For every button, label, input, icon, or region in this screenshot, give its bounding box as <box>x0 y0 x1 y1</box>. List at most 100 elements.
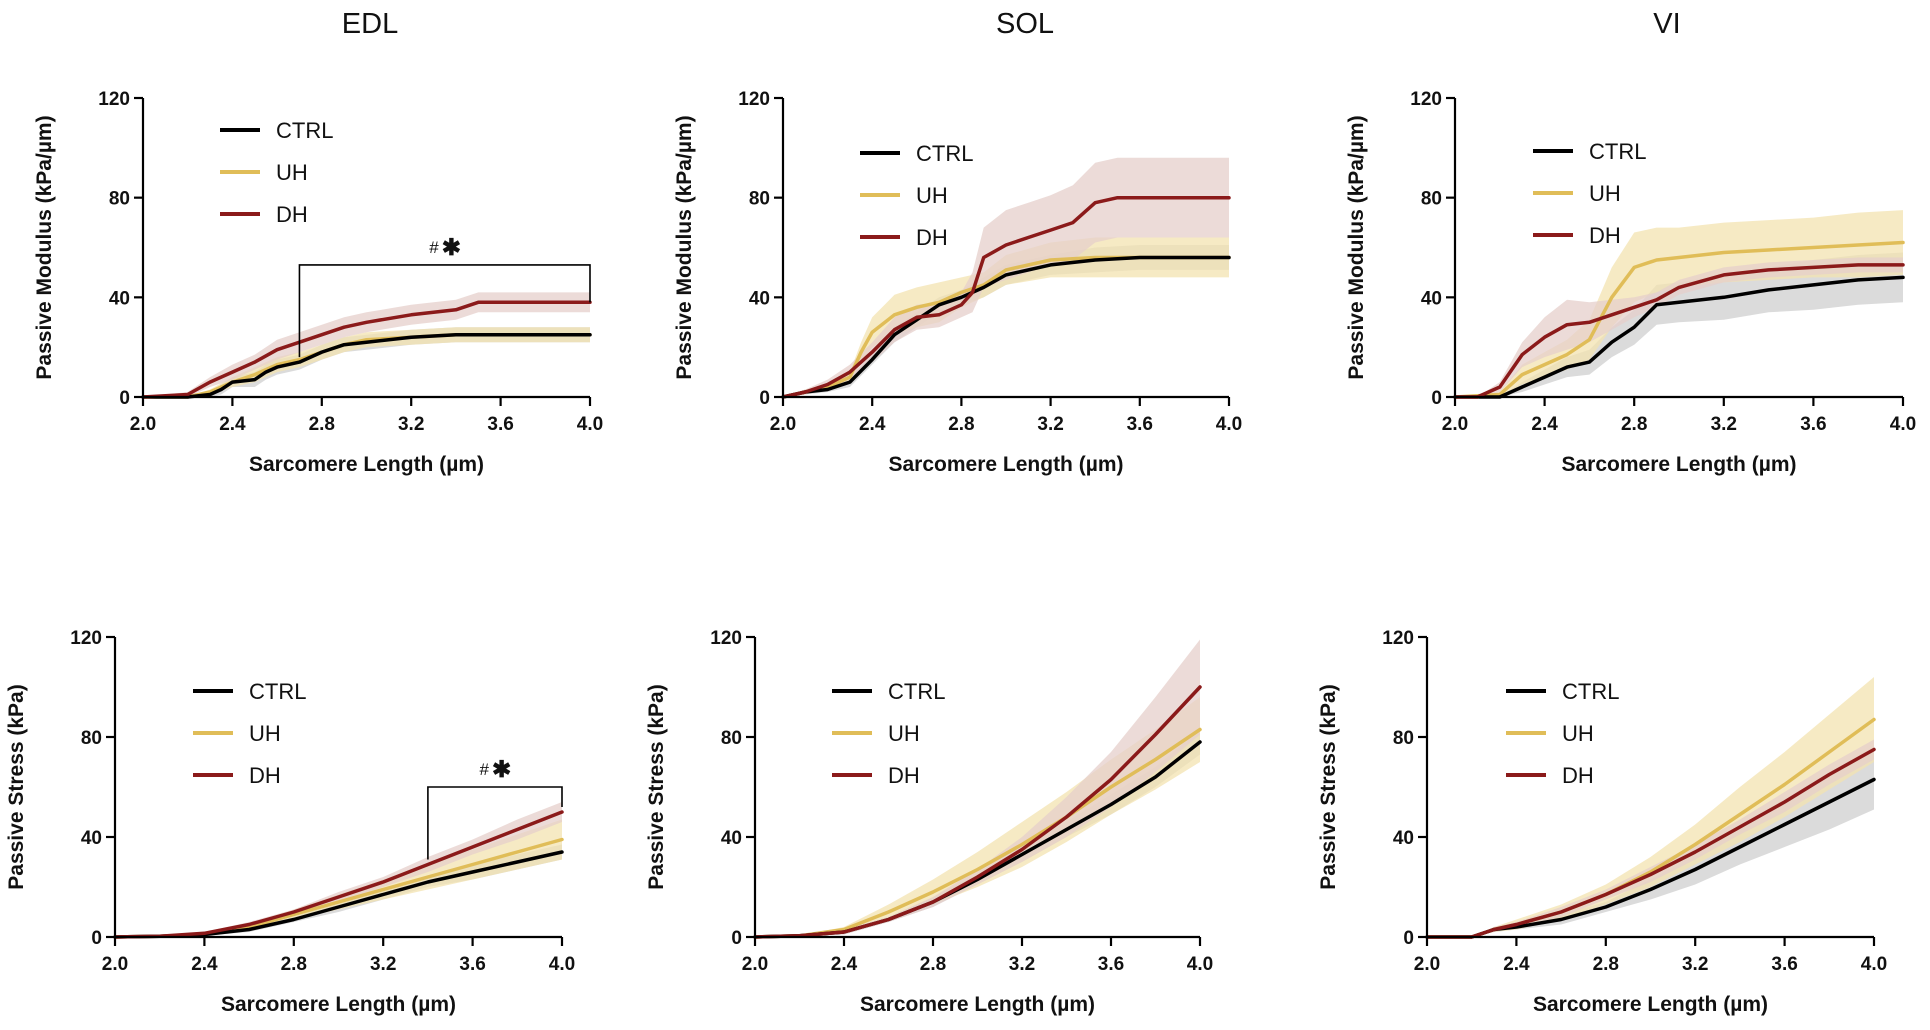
legend: CTRL UH DH <box>1533 139 1646 248</box>
y-tick-label: 0 <box>1403 928 1414 949</box>
y-tick-label: 40 <box>721 828 742 849</box>
legend: CTRL UH DH <box>860 141 973 250</box>
band-dh <box>1455 257 1903 397</box>
x-tick-label: 2.0 <box>770 414 796 435</box>
legend-label-dh: DH <box>1562 763 1594 788</box>
significance-bracket <box>427 786 563 860</box>
line-dh <box>113 810 564 939</box>
legend-label-dh: DH <box>249 763 281 788</box>
legend-label-ctrl: CTRL <box>916 141 973 166</box>
title-sol: SOL <box>995 8 1055 40</box>
x-tick-label: 4.0 <box>1216 414 1242 435</box>
line-dh <box>1425 747 1876 939</box>
line-dh <box>1453 263 1905 399</box>
significance-star: ✱ <box>492 756 511 782</box>
legend: CTRL UH DH <box>220 118 333 227</box>
y-tick-label: 0 <box>731 928 742 949</box>
x-tick-label: 2.8 <box>281 954 307 975</box>
y-axis-label: Passive Stress (kPa) <box>1317 684 1340 889</box>
y-tick-label: 120 <box>98 89 130 110</box>
x-tick-label: 2.0 <box>1442 414 1468 435</box>
band-ctrl <box>1427 749 1874 937</box>
significance-hash: # <box>479 760 489 779</box>
legend-label-ctrl: CTRL <box>888 679 945 704</box>
x-tick-label: 2.0 <box>1414 954 1440 975</box>
x-tick-label: 3.2 <box>1682 954 1708 975</box>
chart-edl-modulus: 0 40 80 120 2.0 2.4 2.8 3.2 3.6 4.0 Sarcomere Leng… <box>33 89 603 476</box>
legend-label-uh: UH <box>888 721 920 746</box>
y-tick-label: 0 <box>759 388 770 409</box>
line-ctrl <box>141 332 592 399</box>
y-tick-label: 40 <box>1393 828 1414 849</box>
x-tick-label: 3.2 <box>370 954 396 975</box>
line-ctrl <box>1453 275 1905 399</box>
x-axis-label: Sarcomere Length (µm) <box>860 993 1095 1016</box>
significance-star: ✱ <box>442 234 461 260</box>
line-dh <box>141 300 592 399</box>
legend-label-dh: DH <box>276 202 308 227</box>
x-tick-label: 3.6 <box>1127 414 1153 435</box>
y-tick-label: 80 <box>721 728 742 749</box>
significance-hash: # <box>429 238 439 257</box>
line-ctrl <box>781 255 1231 399</box>
x-tick-label: 3.6 <box>1098 954 1124 975</box>
title-edl: EDL <box>341 8 399 40</box>
y-axis-label: Passive Modulus (kPa/µm) <box>33 115 56 379</box>
x-tick-label: 2.4 <box>191 954 218 975</box>
x-tick-label: 3.6 <box>487 414 513 435</box>
band-uh <box>783 237 1229 397</box>
y-axis-label: Passive Stress (kPa) <box>5 684 28 889</box>
x-tick-label: 2.4 <box>1531 414 1558 435</box>
x-axis-label: Sarcomere Length (µm) <box>1533 993 1768 1016</box>
x-tick-label: 2.0 <box>742 954 768 975</box>
y-tick-label: 80 <box>1421 189 1442 210</box>
band-uh <box>1455 210 1903 397</box>
x-tick-label: 2.4 <box>831 954 858 975</box>
legend-label-ctrl: CTRL <box>1589 139 1646 164</box>
legend-label-uh: UH <box>249 721 281 746</box>
x-axis-label: Sarcomere Length (µm) <box>889 453 1124 476</box>
x-tick-label: 2.0 <box>130 414 156 435</box>
band-dh <box>755 639 1200 937</box>
y-tick-label: 120 <box>1382 628 1414 649</box>
y-tick-label: 80 <box>109 189 130 210</box>
x-tick-label: 3.6 <box>1800 414 1826 435</box>
column-titles: EDL SOL VI <box>0 0 1930 60</box>
x-tick-label: 2.8 <box>920 954 946 975</box>
y-tick-label: 120 <box>70 628 102 649</box>
x-tick-label: 2.8 <box>1593 954 1619 975</box>
x-tick-label: 3.2 <box>1037 414 1063 435</box>
y-tick-label: 120 <box>710 628 742 649</box>
y-axis-label: Passive Modulus (kPa/µm) <box>673 115 696 379</box>
chart-sol-modulus: 0 40 80 120 2.0 2.4 2.8 3.2 3.6 4.0 Sarcomere Leng… <box>673 89 1242 476</box>
x-tick-label: 4.0 <box>1890 414 1916 435</box>
x-axis-label: Sarcomere Length (µm) <box>1562 453 1797 476</box>
legend-label-uh: UH <box>1562 721 1594 746</box>
x-tick-label: 2.4 <box>1503 954 1530 975</box>
y-tick-label: 0 <box>1431 388 1442 409</box>
x-tick-label: 4.0 <box>1187 954 1213 975</box>
x-tick-label: 2.8 <box>948 414 974 435</box>
y-tick-label: 40 <box>749 288 770 309</box>
y-tick-label: 80 <box>749 189 770 210</box>
legend-label-uh: UH <box>1589 181 1621 206</box>
band-uh <box>115 819 562 937</box>
y-tick-label: 80 <box>1393 728 1414 749</box>
title-vi: VI <box>1653 8 1681 40</box>
legend-label-dh: DH <box>1589 223 1621 248</box>
legend-label-dh: DH <box>916 225 948 250</box>
y-tick-label: 0 <box>119 388 130 409</box>
x-tick-label: 2.4 <box>859 414 886 435</box>
x-axis-label: Sarcomere Length (µm) <box>249 453 484 476</box>
x-tick-label: 4.0 <box>1861 954 1887 975</box>
y-tick-label: 40 <box>1421 288 1442 309</box>
legend-label-ctrl: CTRL <box>249 679 306 704</box>
y-tick-label: 80 <box>81 728 102 749</box>
y-tick-label: 40 <box>109 288 130 309</box>
significance-bracket <box>298 264 591 358</box>
legend: CTRL UH DH <box>193 679 306 788</box>
x-tick-label: 4.0 <box>577 414 603 435</box>
y-tick-label: 120 <box>738 89 770 110</box>
y-axis-label: Passive Modulus (kPa/µm) <box>1345 115 1368 379</box>
